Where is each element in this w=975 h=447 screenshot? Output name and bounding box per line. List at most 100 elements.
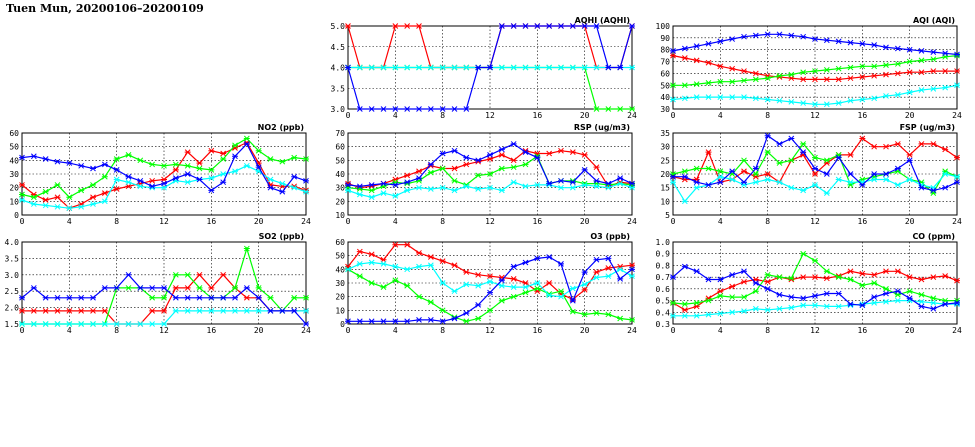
o3-series-red-point [510,276,517,282]
rsp-ytick-label: 70 [335,129,345,138]
rsp-series-blue-point [617,175,624,181]
aqi-series-green-point [906,58,913,65]
no2-series-red-point [149,177,156,184]
o3-series-blue-point [487,289,493,296]
so2-series-cyan-point [208,308,215,314]
aqi-series-red-point [729,65,736,72]
fsp-series-cyan-point [681,198,688,205]
o3-series-red-point [439,258,446,264]
fsp-series-cyan-point [800,187,807,194]
aqhi-series-blue-point [463,106,470,112]
aqhi-series-blue-point [617,64,624,71]
aqi-ytick-label: 90 [660,34,670,43]
rsp-series-red-point [593,164,600,171]
no2-series-cyan-point [42,202,49,209]
fsp-series-green-point [800,141,807,147]
rsp-series-green-point [510,164,517,171]
o3-ytick-label: 60 [335,238,345,247]
aqi-series-cyan-point [930,85,937,92]
o3-series-red-point [581,286,588,293]
aqhi-ytick-label: 3.0 [331,105,346,114]
o3-series-blue-point [522,259,529,266]
aqi-series-blue-point [693,43,700,50]
co-series-cyan-point [741,308,747,314]
so2-series-cyan-point [149,321,156,327]
no2-ytick-label: 10 [9,197,19,206]
aqi-series-cyan-point [871,95,878,102]
co-series-green-point [800,250,807,257]
no2-series-cyan-point [303,188,309,195]
no2-series-blue-point [196,176,203,183]
rsp-series-blue-point [581,167,588,173]
fsp-ytick-label: 15 [660,184,670,193]
aqi-series-cyan-point [906,89,913,96]
aqi-series-red-point [752,70,759,77]
rsp-series-cyan-point [345,187,351,194]
fsp-series-blue-point [894,165,901,172]
rsp-series-red-point [569,149,576,155]
so2-series-cyan-point [42,321,49,327]
rsp-series-cyan-point [475,186,482,192]
aqi-series-blue-point [741,33,747,40]
aqi-series-red-point [741,68,747,74]
co-series-green-point [764,271,771,278]
o3-series-cyan-point [463,281,470,288]
aqi-series-green-point [717,78,724,85]
aqhi-series-blue-point [534,23,541,29]
aqhi-series-blue-point [356,106,363,112]
no2-series-green-point [66,194,73,201]
so2-series-green-point [161,294,167,301]
no2-series-cyan-point [279,180,286,187]
co-series-blue-point [705,276,712,283]
no2-series-red-point [208,147,215,154]
co-series-green-point [930,295,937,302]
aqi-series-blue-point [670,48,676,54]
aqhi-series-blue-point [605,64,612,71]
aqi-series-red-point [859,74,866,80]
aqi-series-blue-point [954,51,960,58]
co-series-blue-point [859,302,866,309]
aqi-ytick-label: 70 [660,58,670,67]
o3-xtick-label: 4 [393,326,398,335]
fsp-xtick-label: 16 [858,217,868,226]
fsp-series-green-point [693,165,700,172]
rsp-xtick-label: 16 [533,217,543,226]
co-series-blue-point [812,293,818,299]
fsp-series-green-point [812,154,818,161]
co-series-red-point [918,276,925,283]
o3-xtick-label: 8 [440,326,445,335]
so2-series-blue-point [255,294,262,301]
aqi-series-red-point [823,76,830,83]
no2-xtick-label: 0 [20,217,25,226]
so2-series-cyan-point [161,321,167,327]
co-xtick-label: 8 [765,326,770,335]
rsp-series-blue-point [392,182,399,188]
aqi-series-red-point [800,76,807,83]
rsp-series-blue-point [510,141,517,147]
aqhi-series-green-point [617,106,624,112]
co-xtick-label: 0 [671,326,676,335]
fsp-series-cyan-point [954,173,960,180]
aqi-series-red-point [681,55,688,61]
no2-series-cyan-point [267,176,274,183]
rsp-series-green-point [427,169,434,176]
no2-series-green-point [113,156,120,162]
co-xtick-label: 12 [810,326,820,335]
aqi-series-cyan-point [764,96,771,103]
o3-series-blue-point [546,254,553,260]
so2-series-cyan-point [196,308,203,314]
co-series-blue-point [954,300,960,306]
aqi-series-blue-point [812,36,818,42]
no2-series-cyan-point [19,197,25,203]
fsp-series-cyan-point [835,176,842,183]
no2-xtick-label: 8 [114,217,119,226]
co-series-green-point [705,297,712,304]
fsp-series-red-point [741,168,747,175]
fsp-series-cyan-point [906,176,913,183]
co-series-cyan-point [823,303,830,310]
no2-series-cyan-point [66,205,73,212]
no2-xtick-label: 24 [301,217,311,226]
o3-series-green-point [368,280,375,286]
no2-series-blue-point [172,175,179,181]
rsp-series-green-point [475,172,482,179]
